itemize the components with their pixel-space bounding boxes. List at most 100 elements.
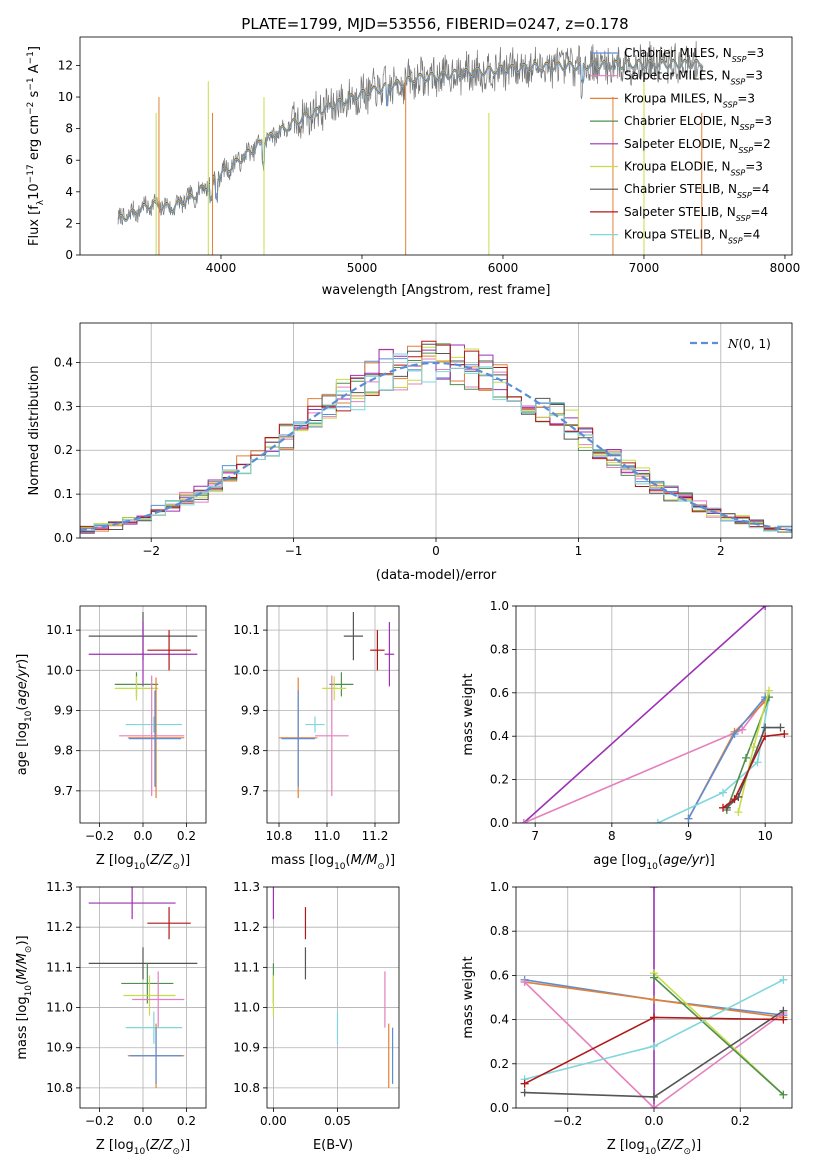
y-tick-label: 8: [65, 122, 73, 136]
x-tick-label: 0.2: [731, 1114, 750, 1128]
normal-reference-curve: [80, 361, 792, 532]
weight-marker: [765, 686, 773, 695]
y-tick-label: 9.7: [54, 784, 73, 798]
x-axis-label: age [log10(age/yr)]: [593, 853, 715, 872]
panel-residuals: −2 −1 0 1 2 0.0 0.1 0.2 0.3 0.4 N(0, 1) (data-model…: [27, 322, 793, 583]
plot-area-z_weight: [520, 887, 788, 1108]
y-tick-label: 0.4: [490, 729, 509, 743]
weight-line: [722, 733, 785, 809]
x-tick-label: 0.0: [644, 1114, 663, 1128]
weight-marker: [730, 730, 739, 739]
y-axis-label: age [log10(age/yr)]: [15, 654, 34, 776]
y-tick-label: 9.8: [54, 744, 73, 758]
legend-label: Salpeter ELODIE, NSSP=2: [624, 137, 771, 155]
x-tick-label: 4000: [206, 261, 237, 275]
weight-marker: [779, 1006, 788, 1015]
weight-marker: [749, 743, 758, 752]
plot-area-age_weight: [519, 606, 789, 823]
panel-mass_age: 10.8 11.0 11.2 9.7 9.8 9.9 10.0 10.1 mass [log10…: [233, 605, 400, 872]
x-tick-label: −0.2: [553, 1114, 582, 1128]
x-tick-label: 5000: [347, 261, 378, 275]
legend-label: Chabrier STELIB, NSSP=4: [624, 182, 769, 200]
y-tick-label: 9.9: [241, 703, 260, 717]
panel-age_weight: 7 8 9 10 0.0 0.2 0.4 0.6 0.8 1.0 age [log10(age/yr…: [461, 599, 793, 872]
y-tick-label: 11.2: [233, 920, 260, 934]
x-tick-label: 0.2: [177, 1114, 196, 1128]
y-tick-label: 10.9: [233, 1041, 260, 1055]
y-tick-label: 10.0: [233, 663, 260, 677]
y-tick-label: 10.1: [233, 623, 260, 637]
y-tick-label: 0.0: [54, 531, 73, 545]
x-tick-label: 2: [717, 544, 725, 558]
weight-marker: [650, 1092, 658, 1101]
legend-label: Salpeter MILES, NSSP=3: [624, 69, 763, 87]
y-tick-label: 0.0: [490, 1101, 509, 1115]
y-tick-label: 11.2: [46, 920, 73, 934]
weight-marker: [779, 1090, 788, 1099]
y-axis-label: Normed distribution: [27, 366, 42, 496]
x-axis-label: mass [log10(M/M⊙)]: [271, 853, 395, 872]
x-axis-label: (data-model)/error: [376, 568, 497, 583]
weight-marker: [650, 1013, 658, 1022]
x-tick-label: 0.2: [177, 829, 196, 843]
axes-frame: [79, 605, 207, 824]
x-tick-label: 0.00: [260, 1114, 287, 1128]
weight-marker: [520, 1088, 529, 1097]
y-tick-label: 0: [65, 248, 73, 262]
weight-line: [653, 977, 784, 1096]
x-tick-label: 10: [758, 829, 773, 843]
weight-marker: [684, 814, 693, 823]
x-tick-label: 9: [685, 829, 693, 843]
y-tick-label: 0.3: [54, 399, 73, 413]
weight-marker: [650, 1042, 658, 1051]
x-tick-label: 11.2: [362, 829, 389, 843]
weight-line: [523, 606, 766, 823]
legend-label: Chabrier MILES, NSSP=3: [624, 46, 764, 64]
weight-marker: [520, 978, 529, 987]
x-tick-label: −1: [285, 544, 303, 558]
x-tick-label: 0.0: [133, 1114, 152, 1128]
y-tick-label: 9.9: [54, 703, 73, 717]
weight-marker: [653, 819, 662, 823]
x-tick-label: 7: [531, 829, 539, 843]
x-axis-label: Z [log10(Z/Z⊙)]: [96, 853, 190, 872]
x-tick-label: 7000: [629, 261, 660, 275]
legend-label: Chabrier ELODIE, NSSP=3: [624, 114, 772, 132]
weight-marker: [519, 819, 528, 823]
plot-area-ebv_mass: [272, 887, 394, 1088]
weight-marker: [650, 1104, 658, 1108]
weight-line: [657, 697, 770, 823]
legend-label: Kroupa STELIB, NSSP=4: [624, 228, 760, 246]
weight-marker: [761, 732, 770, 741]
y-axis-label: Flux [fλ10−17 erg cm−2 s−1 A−1]: [26, 46, 46, 246]
figure-title: PLATE=1799, MJD=53556, FIBERID=0247, z=0…: [241, 15, 628, 33]
axes-frame: [266, 886, 400, 1109]
x-tick-label: 1: [575, 544, 583, 558]
y-tick-label: 10: [58, 90, 73, 104]
y-tick-label: 0.8: [490, 642, 509, 656]
plot-area-mass_age: [279, 612, 395, 799]
legend-label: Salpeter STELIB, NSSP=4: [624, 205, 768, 223]
axes-frame: [515, 605, 793, 824]
axes-frame: [79, 322, 793, 539]
weight-marker: [730, 795, 739, 804]
y-tick-label: 11.1: [46, 960, 73, 974]
x-tick-label: 11.0: [314, 829, 341, 843]
y-tick-label: 4: [65, 185, 73, 199]
x-axis-label: wavelength [Angstrom, rest frame]: [322, 283, 551, 298]
y-tick-label: 11.3: [46, 880, 73, 894]
x-axis-label: Z [log10(Z/Z⊙)]: [607, 1138, 701, 1157]
axes-frame: [515, 886, 793, 1109]
weight-marker: [780, 730, 789, 739]
weight-marker: [779, 1015, 788, 1024]
x-tick-label: 8: [608, 829, 616, 843]
weight-marker: [761, 723, 770, 732]
y-tick-label: 10.0: [46, 663, 73, 677]
axes-frame: [79, 886, 207, 1109]
legend-label: N(0, 1): [727, 337, 771, 351]
y-tick-label: 10.9: [46, 1041, 73, 1055]
y-tick-label: 0.8: [490, 924, 509, 938]
weight-marker: [719, 803, 727, 812]
spectrum-model-line: [117, 60, 704, 222]
weight-marker: [650, 887, 658, 891]
